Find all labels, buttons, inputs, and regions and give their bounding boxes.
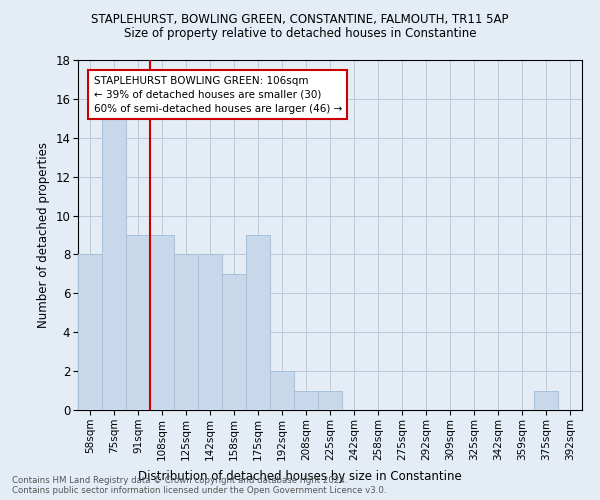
Text: STAPLEHURST, BOWLING GREEN, CONSTANTINE, FALMOUTH, TR11 5AP: STAPLEHURST, BOWLING GREEN, CONSTANTINE,… <box>91 12 509 26</box>
Bar <box>318 390 342 410</box>
Text: Contains HM Land Registry data © Crown copyright and database right 2024.
Contai: Contains HM Land Registry data © Crown c… <box>12 476 386 495</box>
Y-axis label: Number of detached properties: Number of detached properties <box>37 142 50 328</box>
Bar <box>126 235 150 410</box>
Bar <box>174 254 198 410</box>
Bar <box>78 254 102 410</box>
Text: Distribution of detached houses by size in Constantine: Distribution of detached houses by size … <box>138 470 462 483</box>
Bar <box>534 390 558 410</box>
Bar <box>294 390 318 410</box>
Bar <box>150 235 174 410</box>
Bar <box>198 254 222 410</box>
Bar <box>246 235 270 410</box>
Text: STAPLEHURST BOWLING GREEN: 106sqm
← 39% of detached houses are smaller (30)
60% : STAPLEHURST BOWLING GREEN: 106sqm ← 39% … <box>94 76 342 114</box>
Text: Size of property relative to detached houses in Constantine: Size of property relative to detached ho… <box>124 28 476 40</box>
Bar <box>102 118 126 410</box>
Bar <box>222 274 246 410</box>
Bar <box>270 371 294 410</box>
